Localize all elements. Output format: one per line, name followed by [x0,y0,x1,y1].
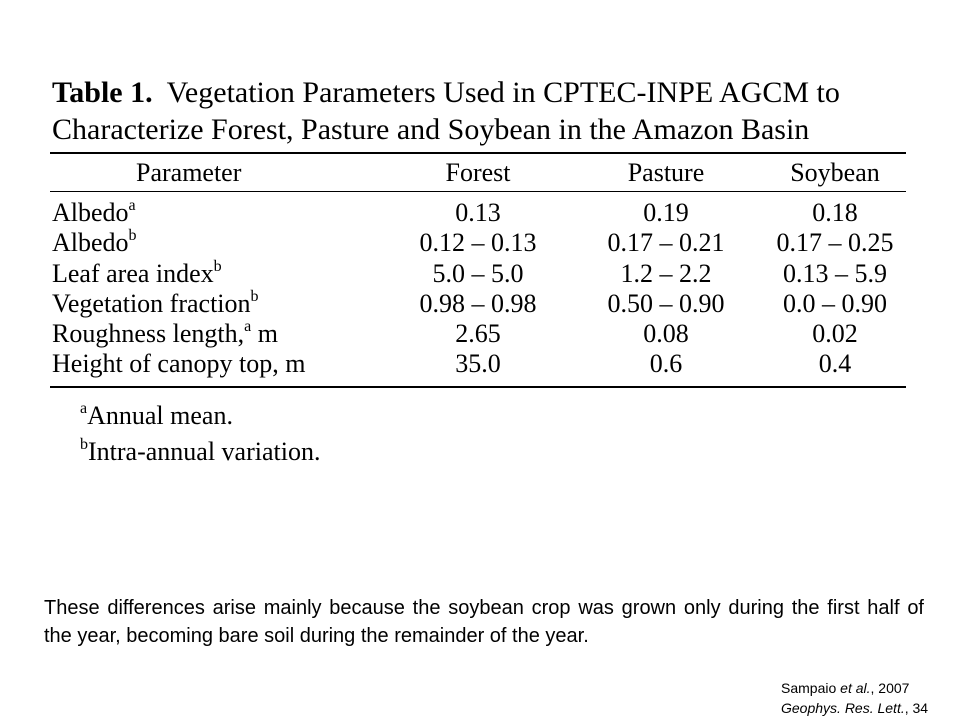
cell-forest: 0.98 – 0.98 [419,288,537,318]
table-title-text: Vegetation Parameters Used in CPTEC-INPE… [52,76,840,146]
table-footnotes: aAnnual mean. bIntra-annual variation. [50,398,906,470]
row-parameter: Albedoa [52,197,136,228]
header-pasture: Pasture [627,158,705,187]
cell-soybean: 0.4 [818,349,852,379]
header-soybean: Soybean [790,158,880,187]
table-row: Height of canopy top, m 35.0 0.6 0.4 [50,349,906,385]
bottom-rule [50,385,906,388]
cell-pasture: 0.6 [649,349,683,379]
cell-soybean: 0.18 [812,198,858,227]
header-parameter: Parameter [136,158,242,187]
footnote: aAnnual mean. [80,399,233,430]
header-rule [50,191,906,192]
table-label: Table 1. [52,76,153,109]
cell-soybean: 0.13 – 5.9 [783,258,887,288]
table-row: Roughness length,a m 2.65 0.08 0.02 [50,319,906,349]
cell-soybean: 0.17 – 0.25 [776,228,894,258]
citation-line-1: Sampaio et al., 2007 [781,680,910,696]
cell-pasture: 0.50 – 0.90 [607,288,725,318]
parameters-table: Parameter Forest Pasture Soybean Albedoa… [50,154,906,386]
row-parameter: Albedob [52,227,137,258]
cell-pasture: 0.08 [643,319,689,349]
table-row: Albedoa 0.13 0.19 0.18 [50,192,906,228]
cell-pasture: 0.17 – 0.21 [607,228,725,258]
cell-forest: 5.0 – 5.0 [432,258,524,288]
table-block: Table 1. Vegetation Parameters Used in CP… [50,74,906,470]
cell-soybean: 0.02 [812,319,858,349]
header-row: Parameter Forest Pasture Soybean [50,154,906,191]
table-row: Leaf area indexb 5.0 – 5.0 1.2 – 2.2 0.1… [50,257,906,289]
citation: Sampaio et al., 2007 Geophys. Res. Lett.… [781,678,928,718]
cell-pasture: 1.2 – 2.2 [620,258,712,288]
row-parameter: Leaf area indexb [52,257,222,288]
row-parameter: Height of canopy top, m [52,349,306,379]
cell-soybean: 0.0 – 0.90 [783,288,887,318]
table-row: Albedob 0.12 – 0.13 0.17 – 0.21 0.17 – 0… [50,228,906,258]
table-row: Vegetation fractionb 0.98 – 0.98 0.50 – … [50,287,906,319]
caption-text: These differences arise mainly because t… [44,597,924,647]
cell-forest: 35.0 [455,349,501,379]
header-forest: Forest [445,158,511,187]
top-rule [50,152,906,154]
row-parameter: Roughness length,a m [52,318,278,349]
row-parameter: Vegetation fractionb [52,287,259,318]
footnote: bIntra-annual variation. [80,435,321,466]
cell-forest: 2.65 [455,319,501,349]
table-title: Table 1. Vegetation Parameters Used in CP… [50,74,906,152]
cell-forest: 0.13 [455,198,501,227]
cell-pasture: 0.19 [643,198,689,227]
citation-line-2: Geophys. Res. Lett., 34 [781,700,929,716]
cell-forest: 0.12 – 0.13 [419,228,537,258]
